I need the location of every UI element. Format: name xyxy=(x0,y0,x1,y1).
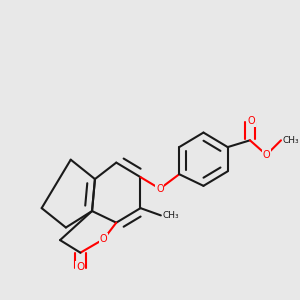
Text: O: O xyxy=(248,116,255,126)
Text: O: O xyxy=(76,262,85,272)
Text: CH₃: CH₃ xyxy=(282,136,299,145)
Text: O: O xyxy=(100,234,107,244)
Text: O: O xyxy=(262,150,270,160)
Text: O: O xyxy=(156,184,164,194)
Text: CH₃: CH₃ xyxy=(162,211,179,220)
